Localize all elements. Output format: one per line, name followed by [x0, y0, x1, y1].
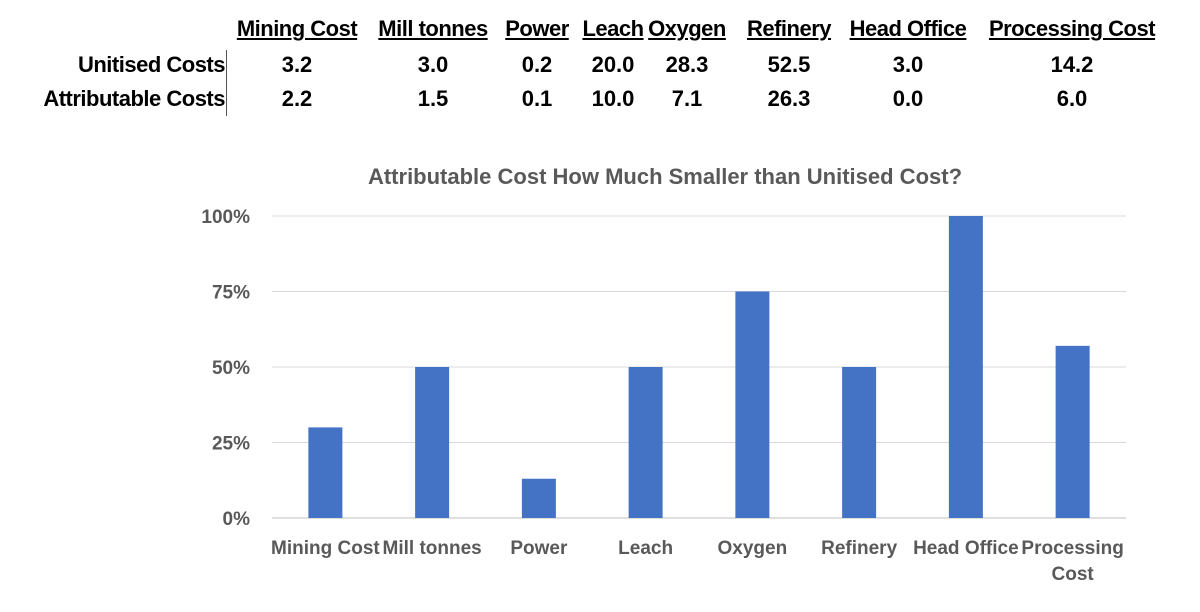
table-cell: 52.5: [767, 52, 811, 77]
x-tick-label: Processing Cost: [1021, 538, 1123, 585]
chart-title: Attributable Cost How Much Smaller than …: [368, 164, 962, 189]
x-tick-label: Power: [510, 538, 568, 559]
table-header-7: Processing Cost: [988, 16, 1156, 41]
bar-refinery: [842, 367, 877, 518]
table-cell: 3.2: [281, 52, 313, 77]
table-cell: 2.2: [281, 86, 313, 111]
x-tick-label: Refinery: [821, 538, 897, 559]
bar-leach: [628, 367, 663, 518]
table-cell: 3.0: [417, 52, 449, 77]
table-cell: 7.1: [671, 86, 703, 111]
x-axis: Mining Cost Mill tonnes Power Leach Oxygen Re…: [271, 538, 1124, 585]
table-cell: 6.0: [1056, 86, 1088, 111]
table-cell: 1.5: [417, 86, 449, 111]
table-cell: 3.0: [892, 52, 924, 77]
table-cell: 0.0: [892, 86, 924, 111]
table-divider: [226, 50, 227, 116]
bar-oxygen: [735, 291, 770, 518]
bar-chart: Attributable Cost How Much Smaller than …: [201, 164, 1126, 585]
table-header-1: Mill tonnes: [378, 16, 488, 41]
bar-mill-tonnes: [415, 367, 450, 518]
x-tick-label: Head Office: [913, 538, 1019, 559]
table-header-0: Mining Cost: [236, 16, 358, 41]
cost-table: Mining Cost Mill tonnes Power Leach Oxygen Re…: [0, 0, 1200, 130]
x-tick-label: Mining Cost: [271, 538, 380, 559]
x-tick-label: Leach: [618, 538, 673, 559]
bar-processing-cost: [1055, 345, 1090, 518]
table-cell: 0.2: [521, 52, 553, 77]
table-row-label-0: Unitised Costs: [77, 52, 226, 77]
table-header-5: Refinery: [746, 16, 832, 41]
chart-gridlines: [272, 215, 1126, 519]
bar-mining-cost: [308, 427, 343, 518]
x-tick-label: Mill tonnes: [383, 538, 482, 559]
table-row-label-1: Attributable Costs: [43, 86, 225, 111]
table-cell: 20.0: [591, 52, 635, 77]
bar-power: [521, 478, 556, 518]
table-cell: 14.2: [1050, 52, 1094, 77]
x-tick-label: Oxygen: [718, 538, 788, 559]
table-cell: 26.3: [767, 86, 811, 111]
table-cell: 0.1: [521, 86, 553, 111]
table-header-6: Head Office: [849, 16, 967, 41]
y-tick-label: 25%: [212, 434, 250, 455]
bar-head-office: [948, 216, 983, 518]
y-tick-label: 100%: [201, 207, 250, 228]
table-header-4: Oxygen: [648, 16, 726, 41]
y-tick-label: 0%: [223, 509, 251, 530]
y-axis: 0% 25% 50% 75% 100%: [201, 207, 250, 530]
chart-bars: [308, 216, 1090, 518]
table-cell: 28.3: [665, 52, 709, 77]
table-header-2: Power: [505, 16, 569, 41]
table-header-3: Leach: [582, 16, 644, 41]
table-cell: 10.0: [591, 86, 635, 111]
y-tick-label: 75%: [212, 283, 250, 304]
y-tick-label: 50%: [212, 358, 250, 379]
